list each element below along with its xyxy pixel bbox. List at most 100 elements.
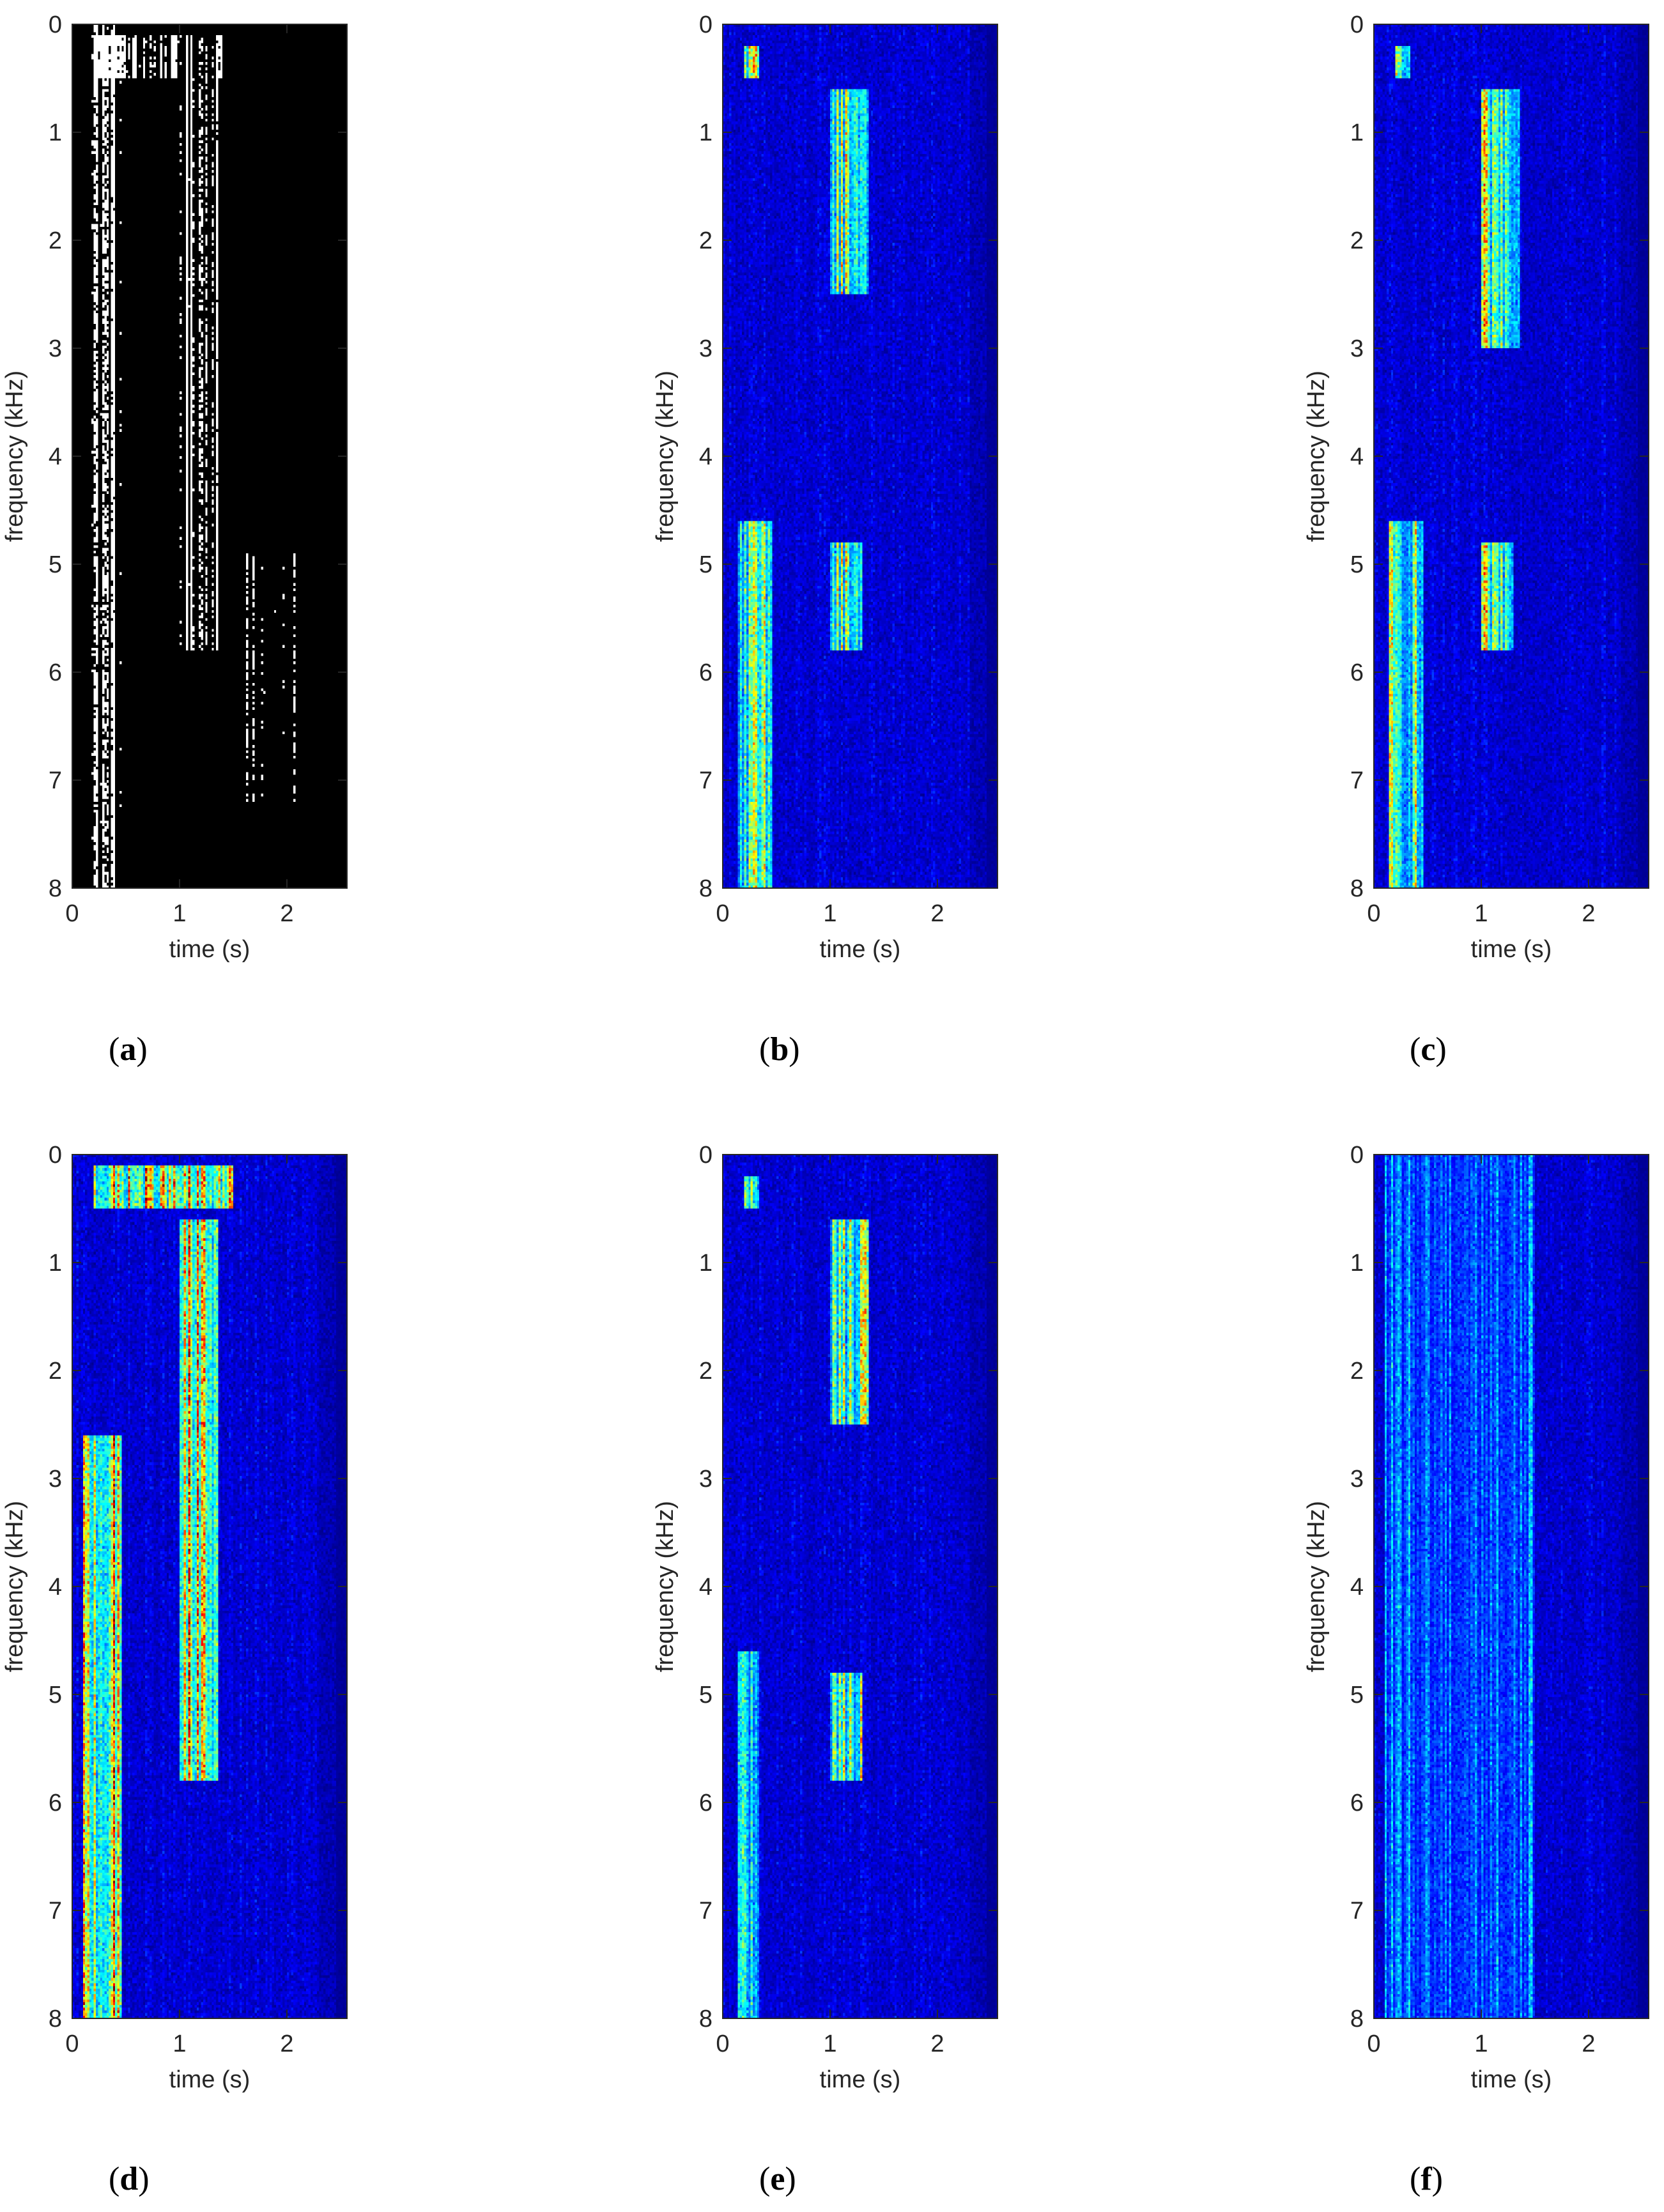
x-tick-label: 1	[173, 900, 186, 927]
y-tick-label: 6	[49, 1790, 62, 1816]
y-tick-label: 0	[49, 12, 62, 38]
y-tick-label: 8	[49, 2006, 62, 2032]
y-tick-label: 4	[699, 1574, 713, 1601]
x-axis-label: time (s)	[169, 936, 250, 963]
x-tick-label: 0	[1367, 900, 1380, 927]
x-axis-label: time (s)	[820, 936, 901, 963]
x-tick-label: 2	[930, 2031, 944, 2057]
y-tick-label: 8	[1350, 2006, 1364, 2032]
y-tick-label: 1	[49, 1250, 62, 1277]
x-tick-label: 2	[280, 2031, 293, 2057]
x-tick-label: 0	[1367, 2031, 1380, 2057]
y-tick-label: 3	[699, 1466, 713, 1493]
x-tick-label: 0	[716, 900, 729, 927]
y-tick-label: 6	[1350, 659, 1364, 686]
y-tick-label: 2	[699, 1358, 713, 1385]
x-tick-label: 0	[65, 2031, 79, 2057]
y-tick-label: 2	[1350, 227, 1364, 254]
y-tick-label: 7	[1350, 767, 1364, 794]
y-tick-label: 6	[699, 659, 713, 686]
panel-caption-c: (c)	[1410, 1031, 1447, 1068]
spectrogram-image-f	[1374, 1155, 1649, 2018]
y-axis-label: frequency (kHz)	[652, 371, 679, 542]
panel-caption-letter: c	[1421, 1031, 1436, 1068]
x-axis-label: time (s)	[1471, 936, 1552, 963]
y-tick-label: 4	[1350, 443, 1364, 470]
y-tick-label: 7	[699, 1898, 713, 1924]
y-tick-label: 0	[1350, 12, 1364, 38]
y-tick-label: 6	[1350, 1790, 1364, 1816]
x-axis-label: time (s)	[169, 2066, 250, 2093]
panel-caption-letter: b	[770, 1031, 789, 1068]
x-tick-label: 2	[930, 900, 944, 927]
y-tick-label: 1	[699, 119, 713, 146]
panel-caption-f: (f)	[1410, 2161, 1443, 2197]
x-tick-label: 2	[1582, 2031, 1595, 2057]
panel-caption-d: (d)	[109, 2161, 150, 2197]
x-tick-label: 0	[716, 2031, 729, 2057]
y-tick-label: 2	[49, 227, 62, 254]
y-tick-label: 7	[49, 767, 62, 794]
y-tick-label: 2	[49, 1358, 62, 1385]
y-tick-label: 4	[699, 443, 713, 470]
panel-caption-letter: f	[1421, 2161, 1432, 2197]
x-tick-label: 1	[823, 2031, 836, 2057]
y-tick-label: 7	[699, 767, 713, 794]
axes-box	[1373, 1154, 1649, 2019]
y-tick-label: 2	[699, 227, 713, 254]
panel-caption-b: (b)	[759, 1031, 800, 1068]
y-axis-label: frequency (kHz)	[1303, 371, 1330, 542]
y-tick-label: 3	[1350, 1466, 1364, 1493]
y-tick-label: 1	[1350, 1250, 1364, 1277]
y-axis-label: frequency (kHz)	[1, 1501, 28, 1672]
y-tick-label: 0	[699, 12, 713, 38]
panel-caption-a: (a)	[109, 1031, 148, 1068]
y-tick-label: 8	[699, 875, 713, 902]
y-tick-label: 6	[49, 659, 62, 686]
y-tick-label: 3	[699, 335, 713, 362]
y-tick-label: 5	[699, 1682, 713, 1709]
panel-caption-letter: e	[770, 2161, 785, 2197]
y-tick-label: 5	[49, 551, 62, 578]
x-tick-label: 1	[173, 2031, 186, 2057]
y-tick-label: 1	[49, 119, 62, 146]
y-tick-label: 4	[1350, 1574, 1364, 1601]
panel-caption-letter: d	[119, 2161, 139, 2197]
panel-caption-letter: a	[119, 1031, 137, 1068]
y-tick-label: 1	[699, 1250, 713, 1277]
y-tick-label: 2	[1350, 1358, 1364, 1385]
y-tick-label: 7	[1350, 1898, 1364, 1924]
spectrogram-image-c	[1374, 24, 1649, 888]
y-tick-label: 4	[49, 443, 62, 470]
x-tick-label: 1	[823, 900, 836, 927]
y-tick-label: 0	[699, 1142, 713, 1169]
x-tick-label: 1	[1474, 2031, 1488, 2057]
x-tick-label: 2	[1582, 900, 1595, 927]
x-axis-label: time (s)	[820, 2066, 901, 2093]
x-axis-label: time (s)	[1471, 2066, 1552, 2093]
spectrogram-image-a	[72, 24, 347, 888]
y-axis-label: frequency (kHz)	[1, 371, 28, 542]
spectrogram-image-d	[72, 1155, 347, 2018]
y-tick-label: 3	[1350, 335, 1364, 362]
spectrogram-image-b	[723, 24, 998, 888]
spectrogram-image-e	[723, 1155, 998, 2018]
y-tick-label: 6	[699, 1790, 713, 1816]
x-tick-label: 2	[280, 900, 293, 927]
y-tick-label: 8	[49, 875, 62, 902]
y-tick-label: 5	[1350, 551, 1364, 578]
y-tick-label: 0	[1350, 1142, 1364, 1169]
y-tick-label: 3	[49, 335, 62, 362]
x-tick-label: 1	[1474, 900, 1488, 927]
y-tick-label: 5	[1350, 1682, 1364, 1709]
y-tick-label: 1	[1350, 119, 1364, 146]
y-tick-label: 5	[49, 1682, 62, 1709]
panel-caption-e: (e)	[759, 2161, 796, 2197]
x-tick-label: 0	[65, 900, 79, 927]
